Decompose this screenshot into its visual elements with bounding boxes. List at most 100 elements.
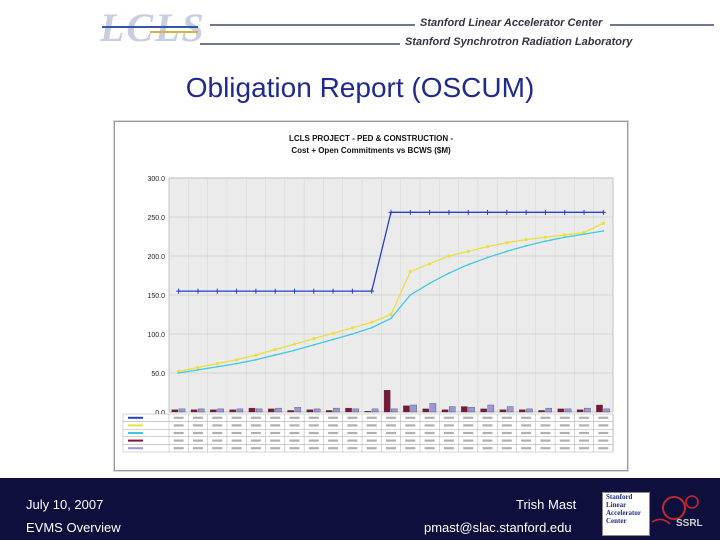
bar-s4-15 xyxy=(468,407,475,413)
point-s0-12 xyxy=(407,209,413,215)
bar-s4-0 xyxy=(178,408,186,413)
bar-s4-6 xyxy=(294,407,302,413)
point-s2-16 xyxy=(486,256,489,259)
point-s0-22 xyxy=(600,209,606,215)
point-s2-0 xyxy=(177,372,180,374)
point-s1-14 xyxy=(447,254,451,258)
bar-s3-22 xyxy=(596,404,603,413)
bar-s4-11 xyxy=(391,408,398,413)
bar-s3-18 xyxy=(519,409,526,413)
bar-s3-4 xyxy=(248,407,256,413)
point-s0-6 xyxy=(291,288,297,294)
point-s1-20 xyxy=(563,233,567,237)
bar-s4-13 xyxy=(429,403,437,413)
point-s1-4 xyxy=(254,353,258,357)
point-s1-5 xyxy=(273,348,277,352)
point-s1-22 xyxy=(601,221,605,225)
point-s2-5 xyxy=(274,354,277,356)
bar-s4-18 xyxy=(526,408,533,413)
point-s1-17 xyxy=(505,241,509,245)
bar-s3-13 xyxy=(422,408,429,413)
org-name-slac: Stanford Linear Accelerator Center xyxy=(420,17,603,29)
point-s0-11 xyxy=(388,209,394,215)
logo-gold-stripe xyxy=(150,31,198,33)
point-s2-15 xyxy=(467,263,470,266)
bar-s4-8 xyxy=(333,407,340,413)
point-s2-22 xyxy=(602,230,605,232)
y-tick-label: 50.0 xyxy=(151,371,165,378)
point-s2-19 xyxy=(544,240,547,243)
bar-s4-5 xyxy=(275,407,282,413)
point-s2-20 xyxy=(563,236,566,239)
point-s1-2 xyxy=(215,362,219,366)
point-s2-7 xyxy=(312,344,315,346)
point-s2-4 xyxy=(254,358,257,361)
org-name-ssrl: Stanford Synchrotron Radiation Laborator… xyxy=(405,36,633,48)
point-s0-9 xyxy=(349,288,355,294)
bar-s4-19 xyxy=(545,407,552,413)
point-s0-18 xyxy=(523,209,529,215)
point-s1-16 xyxy=(485,245,490,249)
point-s1-7 xyxy=(312,337,316,341)
bar-s4-14 xyxy=(448,406,456,413)
bar-s4-3 xyxy=(236,408,244,413)
bar-s3-10 xyxy=(364,411,372,413)
point-s0-5 xyxy=(272,288,278,294)
point-s2-11 xyxy=(390,317,392,320)
bar-s3-0 xyxy=(171,409,179,413)
point-s2-21 xyxy=(583,233,585,236)
point-s1-6 xyxy=(292,342,297,346)
point-s0-14 xyxy=(446,209,452,215)
point-s0-0 xyxy=(176,288,182,294)
header-rule-top xyxy=(210,24,415,26)
point-s0-2 xyxy=(214,288,220,294)
point-s1-11 xyxy=(389,312,393,317)
ssrl-ring-icon xyxy=(651,495,699,525)
point-s0-3 xyxy=(234,288,240,294)
bar-s3-2 xyxy=(210,409,217,413)
header-rule-right xyxy=(610,24,714,26)
point-s2-8 xyxy=(332,338,334,341)
header-rule-bottom xyxy=(200,43,400,45)
point-s2-18 xyxy=(525,244,528,247)
point-s0-7 xyxy=(311,288,317,294)
y-tick-label: 200.0 xyxy=(147,254,165,261)
point-s0-8 xyxy=(330,288,336,294)
slac-logo-line3: Accelerator xyxy=(606,509,641,517)
ssrl-label: SSRL xyxy=(676,518,703,529)
bar-s3-16 xyxy=(480,408,487,413)
point-s2-12 xyxy=(409,294,412,296)
chart-title-line2: Cost + Open Commitments vs BCWS ($M) xyxy=(291,146,451,155)
bar-s3-20 xyxy=(557,408,565,413)
slac-logo: Stanford Linear Accelerator Center SSRL xyxy=(602,492,712,536)
point-s0-1 xyxy=(195,288,201,294)
slac-logo-line4: Center xyxy=(606,517,627,525)
chart-container: LCLS PROJECT - PED & CONSTRUCTION - Cost… xyxy=(114,121,628,471)
point-s1-18 xyxy=(524,238,528,242)
bar-s3-15 xyxy=(461,406,468,413)
slac-logo-line2: Linear xyxy=(606,501,627,509)
slide-footer: July 10, 2007 EVMS Overview Trish Mast p… xyxy=(0,478,720,540)
point-s1-3 xyxy=(234,358,239,362)
bar-s3-8 xyxy=(325,410,333,413)
point-s0-20 xyxy=(562,209,568,215)
point-s0-4 xyxy=(253,288,259,294)
point-s2-9 xyxy=(351,333,354,335)
bar-s4-2 xyxy=(217,408,224,413)
point-s2-3 xyxy=(235,362,238,365)
bar-s3-12 xyxy=(403,405,410,413)
point-s2-10 xyxy=(370,326,373,329)
slac-logo-line1: Stanford xyxy=(606,493,633,501)
y-tick-label: 150.0 xyxy=(147,293,165,300)
bar-s3-14 xyxy=(441,409,449,413)
bar-s3-7 xyxy=(306,409,314,413)
point-s2-13 xyxy=(428,282,431,285)
bar-s4-10 xyxy=(371,408,379,413)
point-s1-12 xyxy=(408,270,412,274)
point-s0-15 xyxy=(465,209,471,215)
point-s2-2 xyxy=(216,365,219,368)
bar-s4-17 xyxy=(506,406,514,413)
footer-email: pmast@slac.stanford.edu xyxy=(424,520,572,535)
bar-s4-4 xyxy=(255,408,263,413)
logo-blue-stripe xyxy=(102,26,198,28)
